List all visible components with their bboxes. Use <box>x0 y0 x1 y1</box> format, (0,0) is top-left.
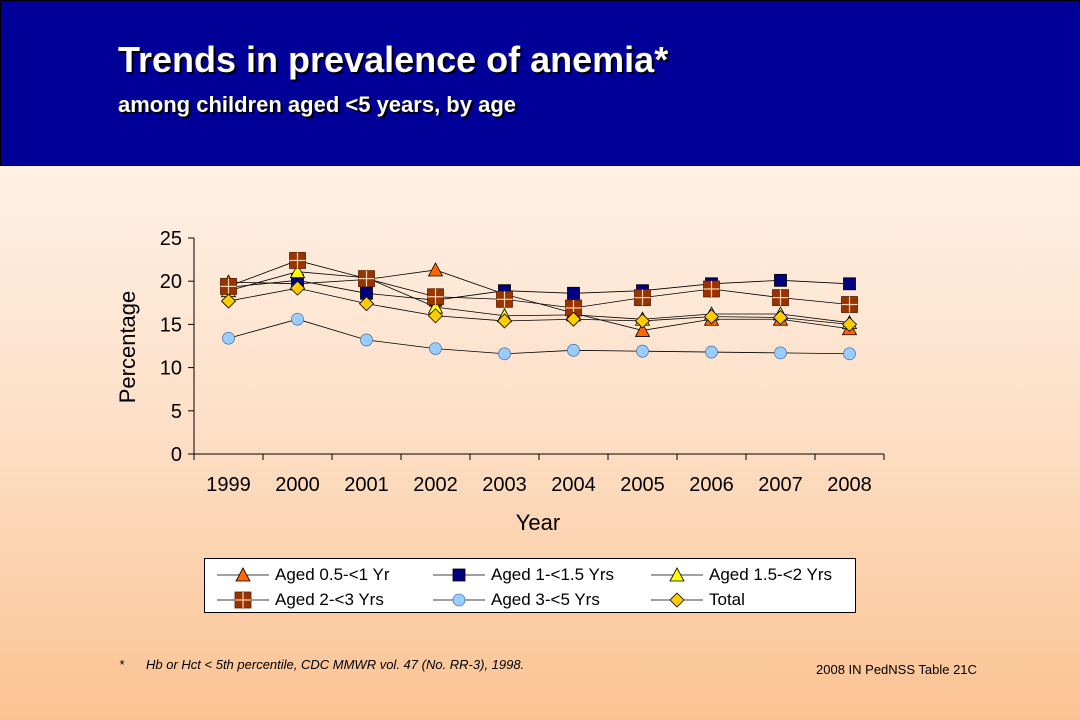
legend-label: Aged 1.5-<2 Yrs <box>709 565 833 584</box>
series-line-4 <box>228 318 850 355</box>
legend-label: Total <box>709 590 745 609</box>
series-line-0 <box>228 269 850 331</box>
data-point-s3-2 <box>358 270 375 288</box>
legend-marker <box>669 567 685 582</box>
legend-marker <box>669 592 685 608</box>
legend-marker <box>234 591 252 609</box>
legend-symbol-2 <box>651 567 703 582</box>
data-point-s3-7 <box>703 280 720 298</box>
x-tick-label: 2004 <box>551 474 596 496</box>
data-point-s5-7 <box>703 309 720 325</box>
data-point-s5-9 <box>841 316 858 332</box>
data-point-s5-1 <box>289 280 306 296</box>
x-tick-label: 2002 <box>413 474 458 496</box>
legend-item: Total <box>649 590 745 610</box>
legend-label: Aged 3-<5 Yrs <box>491 590 600 609</box>
legend-item: Aged 0.5-<1 Yr <box>215 565 390 585</box>
data-point-s1-8 <box>774 273 787 287</box>
data-point-s1-9 <box>843 277 856 291</box>
slide-subtitle: among children aged <5 years, by age <box>118 92 516 117</box>
data-point-s0-3 <box>427 262 444 277</box>
data-point-s4-0 <box>222 331 235 345</box>
series-lines <box>228 260 850 355</box>
y-tick-label: 25 <box>160 228 182 250</box>
legend-symbol-5 <box>651 592 703 608</box>
x-tick-label: 2003 <box>482 474 527 496</box>
series-line-5 <box>228 287 850 325</box>
data-point-s0-6 <box>634 322 651 337</box>
data-point-s5-0 <box>220 293 237 309</box>
y-tick-label: 0 <box>171 444 182 466</box>
series-line-3 <box>228 260 850 309</box>
legend-marker <box>452 568 466 582</box>
series-markers <box>220 252 858 361</box>
data-point-s3-4 <box>496 290 513 308</box>
data-point-s3-6 <box>634 289 651 307</box>
legend-symbol-1 <box>433 568 485 582</box>
legend-item: Aged 2-<3 Yrs <box>215 590 384 610</box>
data-point-s1-5 <box>567 286 580 300</box>
series-line-2 <box>228 271 850 324</box>
y-tick-label: 20 <box>160 271 182 293</box>
legend-marker <box>235 567 251 582</box>
data-point-s4-7 <box>705 345 718 359</box>
data-point-s4-1 <box>291 312 304 326</box>
data-point-s2-1 <box>289 263 306 279</box>
legend-item: Aged 1-<1.5 Yrs <box>431 565 614 585</box>
legend-marker <box>452 593 466 607</box>
title-banner: Trends in prevalence of anemia* among ch… <box>0 0 1080 166</box>
footnote-marker: * <box>119 657 125 672</box>
legend-item: Aged 3-<5 Yrs <box>431 590 600 610</box>
footnote-text: Hb or Hct < 5th percentile, CDC MMWR vol… <box>146 657 525 672</box>
data-point-s4-4 <box>498 347 511 361</box>
x-tick-label: 2000 <box>275 474 320 496</box>
legend-symbol-4 <box>433 593 485 607</box>
x-tick-label: 1999 <box>206 474 251 496</box>
y-tick-label: 15 <box>160 314 182 336</box>
chart-axes: 0 5 10 15 20 25 1999 2000 2001 2002 2003 2004 2005 20… <box>160 228 885 496</box>
legend-symbol-0 <box>217 567 269 582</box>
data-point-s3-3 <box>427 288 444 306</box>
data-point-s4-9 <box>843 347 856 361</box>
chart-legend: Aged 0.5-<1 Yr Aged 1-<1.5 Yrs Aged 1.5-… <box>204 558 856 613</box>
source-note: 2008 IN PedNSS Table 21C <box>816 662 977 677</box>
data-point-s5-6 <box>634 313 651 329</box>
data-point-s3-0 <box>220 277 237 295</box>
data-point-s3-9 <box>841 296 858 313</box>
data-point-s3-1 <box>289 252 306 269</box>
x-tick-label: 2006 <box>689 474 734 496</box>
data-point-s5-8 <box>772 309 789 326</box>
data-point-s4-8 <box>774 346 787 360</box>
x-tick-label: 2001 <box>344 474 389 496</box>
data-point-s3-8 <box>772 289 789 307</box>
data-point-s4-2 <box>360 333 373 347</box>
legend-label: Aged 2-<3 Yrs <box>275 590 384 609</box>
data-point-s4-3 <box>429 342 442 355</box>
data-point-s4-6 <box>636 344 649 358</box>
data-point-s4-5 <box>567 343 580 357</box>
y-tick-label: 10 <box>160 358 182 380</box>
legend-symbol-3 <box>217 591 269 609</box>
x-tick-label: 2008 <box>827 474 872 496</box>
data-point-s5-2 <box>358 296 375 312</box>
x-axis-label: Year <box>516 510 560 535</box>
legend-label: Aged 1-<1.5 Yrs <box>491 565 615 584</box>
data-point-s5-3 <box>427 308 444 324</box>
data-point-s5-5 <box>565 311 582 327</box>
legend-label: Aged 0.5-<1 Yr <box>275 565 390 584</box>
legend-item: Aged 1.5-<2 Yrs <box>649 565 832 585</box>
y-tick-label: 5 <box>171 401 182 423</box>
x-tick-label: 2007 <box>758 474 803 496</box>
data-point-s5-4 <box>496 313 513 329</box>
y-axis-label: Percentage <box>115 291 140 404</box>
slide-title: Trends in prevalence of anemia* <box>118 39 669 80</box>
x-tick-label: 2005 <box>620 474 665 496</box>
series-line-1 <box>228 279 850 301</box>
